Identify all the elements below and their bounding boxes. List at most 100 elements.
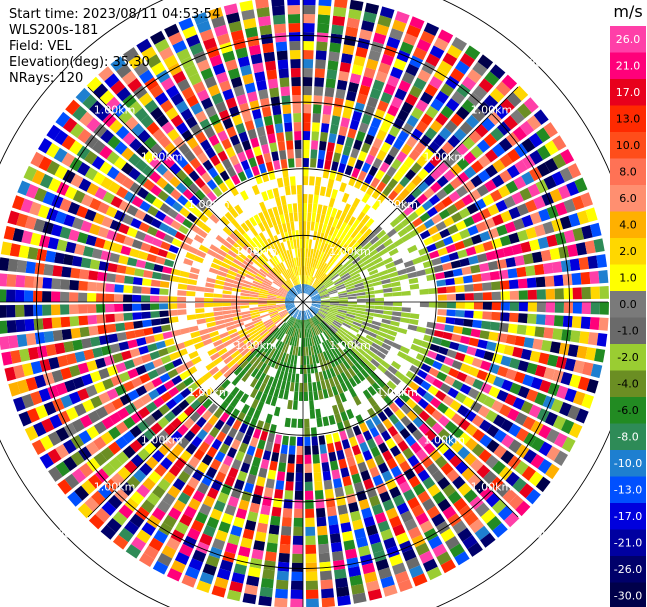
gate-cell bbox=[312, 113, 321, 123]
gate-cell bbox=[317, 286, 326, 292]
gate-cell bbox=[69, 304, 79, 315]
gate-cell bbox=[172, 70, 187, 84]
gate-cell bbox=[222, 117, 234, 130]
gate-cell bbox=[275, 588, 288, 599]
gate-cell bbox=[308, 257, 312, 267]
gate-cell bbox=[288, 363, 294, 374]
gate-cell bbox=[303, 275, 306, 285]
gate-cell bbox=[359, 29, 373, 41]
gate-cell bbox=[297, 275, 300, 285]
gate-cell bbox=[310, 248, 314, 258]
gate-cell bbox=[506, 92, 522, 108]
gate-cell bbox=[504, 393, 517, 406]
gate-cell bbox=[242, 245, 252, 254]
gate-cell bbox=[204, 287, 214, 293]
gate-cell bbox=[317, 323, 325, 332]
gate-cell bbox=[233, 563, 247, 575]
gate-cell bbox=[196, 580, 212, 593]
gate-cell bbox=[274, 265, 282, 274]
gate-cell bbox=[232, 315, 243, 321]
gate-cell bbox=[419, 550, 434, 564]
gate-cell bbox=[489, 271, 500, 281]
gate-cell bbox=[378, 567, 392, 580]
gate-cell bbox=[112, 511, 128, 526]
gate-cell bbox=[399, 345, 410, 354]
gate-cell bbox=[337, 402, 345, 413]
gate-cell bbox=[535, 179, 549, 194]
gate-cell bbox=[379, 234, 390, 243]
gate-cell bbox=[344, 165, 354, 176]
gate-cell bbox=[78, 280, 88, 291]
gate-cell bbox=[340, 154, 349, 165]
gate-cell bbox=[277, 141, 286, 151]
gate-cell bbox=[474, 348, 486, 359]
gate-cell bbox=[429, 250, 440, 259]
gate-cell bbox=[421, 200, 434, 211]
gate-cell bbox=[284, 185, 291, 196]
gate-cell bbox=[315, 50, 327, 61]
gate-cell bbox=[349, 0, 364, 11]
gate-cell bbox=[199, 533, 213, 546]
gate-cell bbox=[492, 159, 506, 173]
gate-cell bbox=[393, 258, 404, 266]
gate-cell bbox=[436, 371, 448, 382]
gate-cell bbox=[222, 240, 233, 250]
gate-cell bbox=[329, 298, 339, 301]
gate-cell bbox=[281, 526, 292, 536]
gate-cell bbox=[123, 47, 139, 62]
gate-cell bbox=[432, 378, 444, 389]
gate-cell bbox=[136, 484, 151, 498]
gate-cell bbox=[356, 490, 367, 502]
gate-cell bbox=[187, 278, 198, 286]
gate-cell bbox=[445, 317, 456, 325]
gate-cell bbox=[273, 255, 281, 265]
gate-cell bbox=[394, 453, 406, 465]
gate-cell bbox=[380, 360, 391, 370]
gate-cell bbox=[202, 207, 213, 218]
gate-cell bbox=[138, 222, 150, 233]
gate-cell bbox=[416, 269, 426, 277]
gate-cell bbox=[307, 286, 313, 295]
gate-cell bbox=[343, 213, 352, 224]
gate-cell bbox=[239, 422, 249, 434]
gate-cell bbox=[159, 296, 169, 302]
gate-cell bbox=[240, 159, 250, 171]
gate-cell bbox=[506, 408, 520, 422]
gate-cell bbox=[535, 276, 546, 288]
gate-cell bbox=[325, 244, 331, 254]
gate-cell bbox=[551, 261, 563, 273]
gate-cell bbox=[151, 237, 163, 248]
gate-cell bbox=[317, 312, 325, 319]
gate-cell bbox=[472, 429, 485, 442]
gate-cell bbox=[256, 324, 266, 332]
gate-cell bbox=[316, 417, 323, 428]
gate-cell bbox=[493, 429, 507, 443]
gate-cell bbox=[347, 226, 356, 236]
gate-cell bbox=[262, 264, 271, 272]
gate-cell bbox=[56, 181, 70, 196]
gate-cell bbox=[217, 130, 229, 142]
gate-cell bbox=[34, 187, 47, 202]
gate-cell bbox=[572, 287, 582, 300]
gate-cell bbox=[310, 306, 319, 311]
gate-cell bbox=[213, 122, 225, 134]
gate-cell bbox=[298, 212, 303, 222]
gate-cell bbox=[310, 336, 315, 346]
gate-cell bbox=[581, 302, 591, 315]
gate-cell bbox=[300, 284, 302, 294]
gate-cell bbox=[124, 321, 135, 331]
gate-cell bbox=[331, 335, 340, 344]
gate-cell bbox=[463, 151, 477, 165]
gate-cell bbox=[227, 467, 239, 479]
gate-cell bbox=[303, 140, 310, 150]
gate-cell bbox=[377, 331, 387, 338]
gate-cell bbox=[380, 141, 392, 153]
gate-cell bbox=[306, 257, 310, 267]
gate-cell bbox=[168, 507, 182, 521]
gate-cell bbox=[305, 266, 309, 276]
gate-cell bbox=[375, 261, 385, 269]
gate-cell bbox=[267, 78, 279, 89]
gate-cell bbox=[276, 132, 285, 142]
gate-cell bbox=[185, 393, 196, 405]
gate-cell bbox=[525, 199, 538, 213]
